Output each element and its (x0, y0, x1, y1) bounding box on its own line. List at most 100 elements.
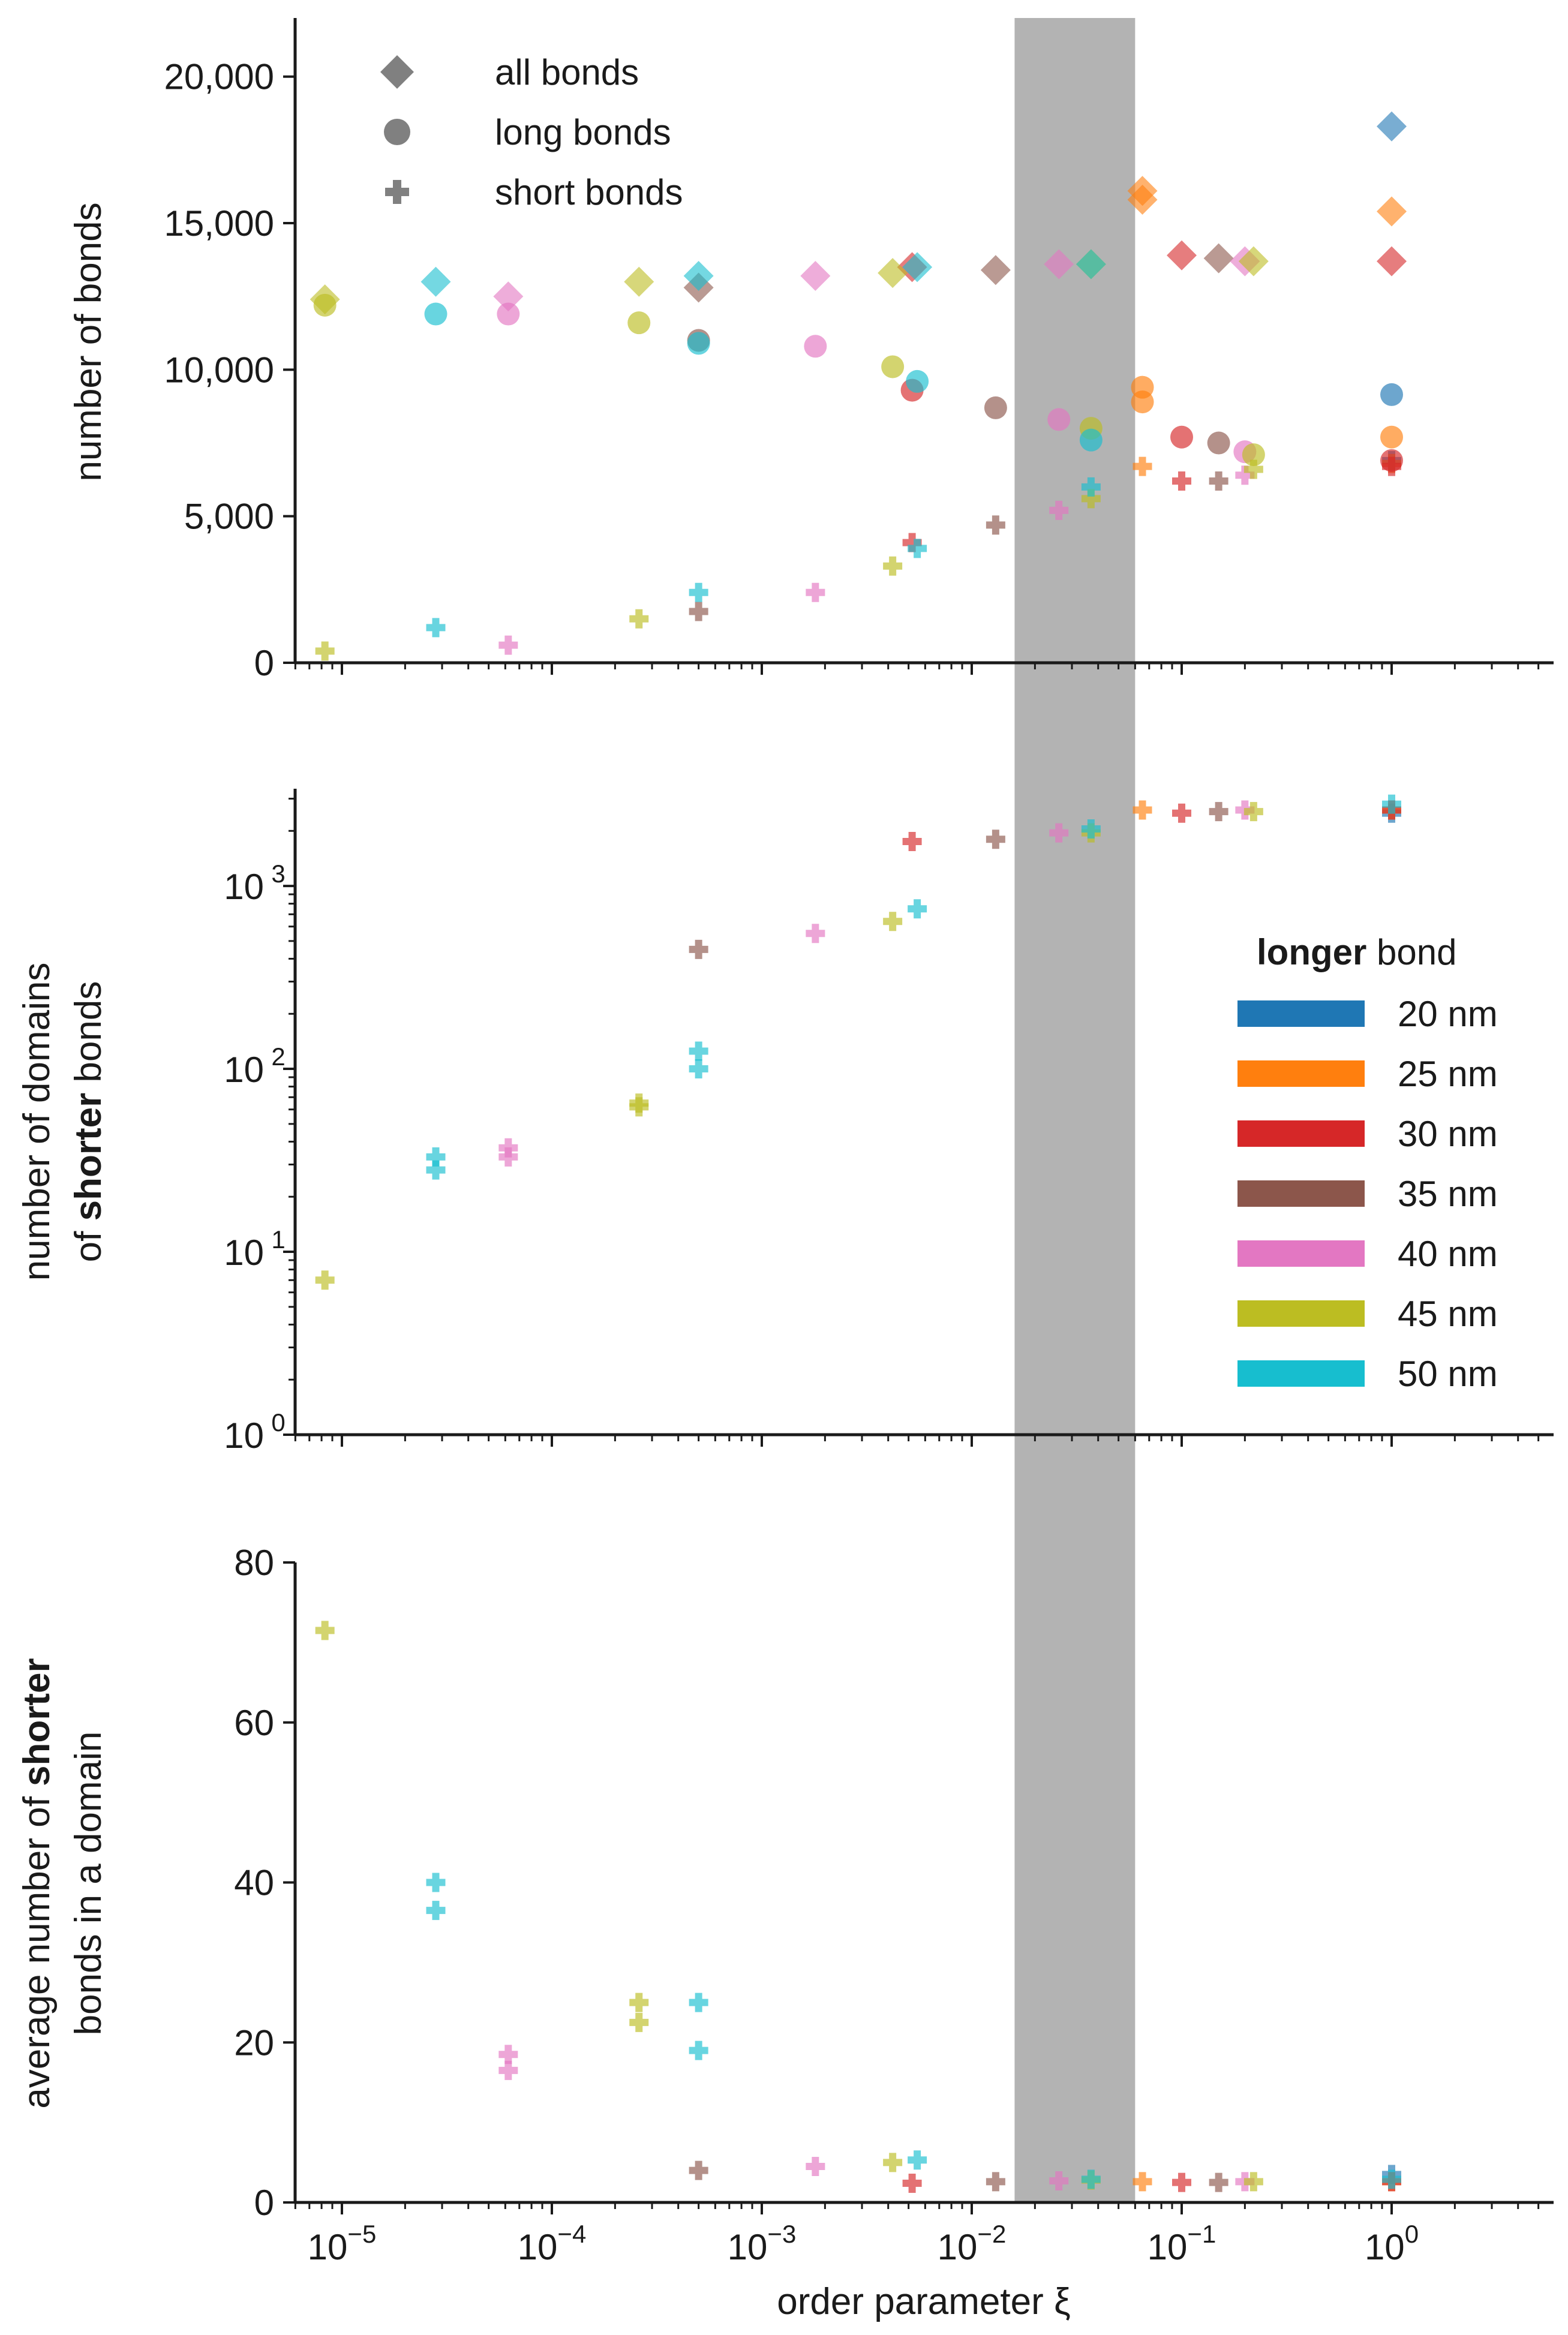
point-45-nm (883, 912, 903, 931)
short-bonds-point-50-nm (426, 618, 446, 638)
short-bonds-point-40-nm (1049, 500, 1069, 520)
point-50-nm (426, 1147, 446, 1167)
long-bonds-point-40-nm (804, 335, 827, 358)
short-bonds-point-40-nm (1235, 465, 1255, 485)
y-tick-label: 10 (224, 1416, 264, 1456)
legend-swatch-50-nm (1237, 1360, 1365, 1387)
long-bonds-point-45-nm (627, 311, 651, 335)
point-50-nm (426, 1160, 446, 1180)
long-bonds-point-40-nm (497, 302, 520, 326)
y-tick-label: 20 (234, 2023, 274, 2063)
y-tick-label: 40 (234, 1863, 274, 1903)
y-tick-exponent: 0 (271, 1408, 285, 1437)
point-35-nm (986, 2172, 1005, 2192)
point-45-nm (629, 2012, 649, 2032)
x-tick-label: 100 (1365, 2220, 1419, 2267)
bottom-ylabel-line2: bonds in a domain (68, 1732, 109, 2036)
point-45-nm (315, 1270, 335, 1290)
point-50-nm (426, 1901, 446, 1921)
point-25-nm (1133, 800, 1152, 820)
long-bonds-point-30-nm (1170, 425, 1193, 449)
short-bonds-point-25-nm (1133, 456, 1152, 476)
legend-swatch-45-nm (1237, 1300, 1365, 1327)
point-50-nm (426, 1873, 446, 1892)
all-bonds-point-35-nm (1203, 243, 1234, 274)
point-50-nm (689, 1041, 708, 1061)
legend-swatch-20-nm (1237, 1000, 1365, 1027)
y-tick-label: 0 (254, 643, 274, 683)
point-50-nm (1382, 2169, 1401, 2189)
legend-entry-label: 40 nm (1398, 1234, 1498, 1274)
point-50-nm (1081, 2169, 1101, 2189)
short-bonds-point-45-nm (629, 609, 649, 629)
point-35-nm (986, 830, 1005, 849)
legend-swatch-25-nm (1237, 1060, 1365, 1087)
point-35-nm (689, 2160, 708, 2180)
short-bonds-point-45-nm (315, 641, 335, 661)
short-bonds-point-45-nm (883, 556, 903, 576)
all-bonds-point-45-nm (878, 258, 908, 289)
all-bonds-point-50-nm (420, 266, 451, 297)
bottom-ylabel-line1: average number of shorter (16, 1658, 58, 2108)
point-45-nm (629, 1097, 649, 1117)
long-bonds-point-50-nm (687, 332, 710, 355)
legend-entry-label: 30 nm (1398, 1114, 1498, 1154)
long-bonds-point-20-nm (1380, 383, 1403, 406)
top-data-points (310, 111, 1407, 661)
point-45-nm (1243, 802, 1263, 822)
point-40-nm (1049, 2171, 1069, 2190)
panel-average-number: 10−5 10−4 10−3 10−2 10−1 100 0 20 40 60 80 average… (16, 1543, 1554, 2322)
all-bonds-point-25-nm (1127, 184, 1158, 215)
panel-number-of-bonds: 0 5,000 10,000 15,000 20,000 number of bonds… (68, 18, 1554, 683)
top-ylabel: number of bonds (68, 202, 109, 481)
y-tick-label: 10 (224, 1050, 264, 1090)
short-bonds-point-50-nm (689, 582, 708, 602)
legend-swatch-40-nm (1237, 1240, 1365, 1267)
color-legend: longer bond 20 nm 25 nm 30 nm 35 nm 40 nm 45 … (1237, 932, 1498, 1394)
point-30-nm (902, 2173, 922, 2193)
all-bonds-point-45-nm (624, 266, 654, 297)
point-45-nm (883, 2153, 903, 2172)
point-45-nm (1243, 2172, 1263, 2192)
all-bonds-point-30-nm (1377, 246, 1407, 277)
y-tick-exponent: 2 (271, 1042, 285, 1071)
middle-ylabel-line2: of shorter bonds (68, 981, 109, 1263)
short-bonds-point-35-nm (986, 515, 1005, 535)
short-bonds-point-30-nm (902, 533, 922, 552)
all-bonds-point-40-nm (1044, 249, 1074, 280)
short-bonds-point-30-nm (1172, 471, 1191, 491)
y-tick-label: 0 (254, 2183, 274, 2223)
point-40-nm (806, 2156, 825, 2176)
x-tick-label: 10−1 (1148, 2220, 1216, 2267)
x-tick-label: 10−3 (728, 2220, 797, 2267)
bottom-data-points (315, 1621, 1401, 2193)
legend-plus-marker (385, 180, 409, 204)
point-30-nm (1172, 2172, 1191, 2192)
point-50-nm (689, 1059, 708, 1079)
legend-label-circle: long bonds (495, 112, 671, 152)
short-bonds-point-40-nm (498, 635, 518, 655)
y-tick-label: 10 (224, 867, 264, 907)
long-bonds-point-25-nm (1380, 425, 1403, 449)
y-tick-label: 80 (234, 1543, 274, 1583)
all-bonds-point-25-nm (1377, 196, 1407, 227)
legend-swatch-35-nm (1237, 1180, 1365, 1207)
long-bonds-point-50-nm (906, 369, 929, 393)
long-bonds-point-45-nm (1242, 443, 1265, 467)
all-bonds-point-50-nm (683, 261, 714, 291)
point-30-nm (1172, 803, 1191, 823)
legend-entry-label: 25 nm (1398, 1054, 1498, 1094)
short-bonds-point-50-nm (908, 539, 927, 558)
point-40-nm (806, 924, 825, 943)
legend-entry-label: 45 nm (1398, 1294, 1498, 1334)
y-tick-exponent: 3 (271, 860, 285, 888)
point-50-nm (689, 2041, 708, 2060)
point-50-nm (1081, 819, 1101, 839)
legend-entry-label: 20 nm (1398, 994, 1498, 1034)
all-bonds-point-40-nm (493, 281, 524, 312)
long-bonds-point-45-nm (313, 293, 337, 317)
legend-label-diamond: all bonds (495, 52, 639, 92)
all-bonds-point-35-nm (980, 255, 1011, 286)
y-tick-label: 15,000 (164, 203, 274, 244)
